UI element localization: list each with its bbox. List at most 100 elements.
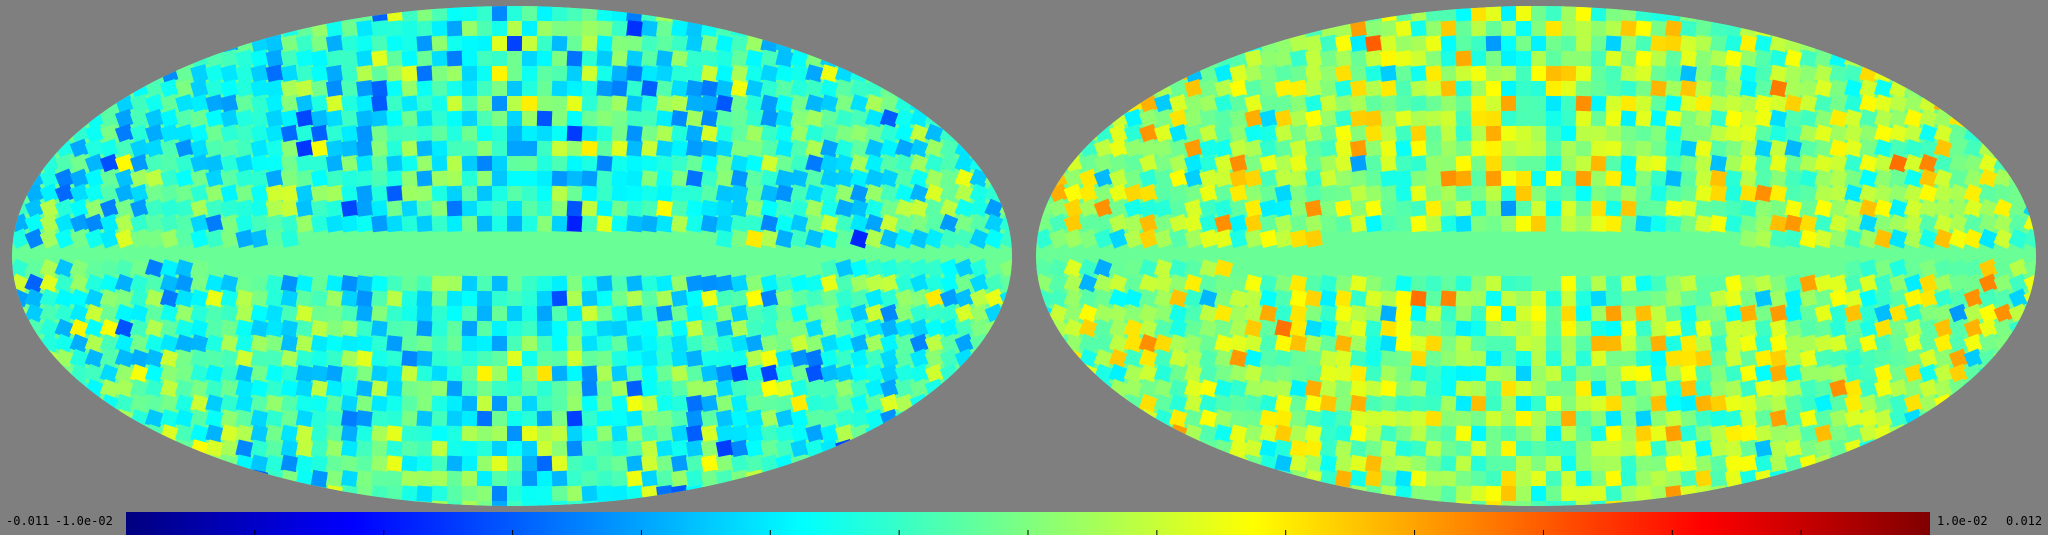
- map-pixel: [1680, 335, 1698, 353]
- map-pixel: [446, 200, 463, 217]
- map-pixel: [879, 318, 900, 339]
- map-pixel: [250, 424, 269, 444]
- map-pixel: [1319, 64, 1338, 83]
- map-pixel: [1650, 470, 1668, 488]
- map-pixel: [1500, 395, 1517, 412]
- map-pixel: [1605, 185, 1622, 203]
- map-pixel: [656, 50, 674, 68]
- map-pixel: [894, 183, 915, 204]
- map-pixel: [114, 198, 135, 219]
- map-pixel: [491, 290, 508, 307]
- map-pixel: [1168, 379, 1189, 399]
- map-pixel: [476, 50, 493, 67]
- map-pixel: [1650, 455, 1668, 473]
- map-pixel: [1844, 184, 1864, 204]
- map-pixel: [1754, 469, 1773, 488]
- map-pixel: [685, 139, 704, 158]
- map-pixel: [1694, 349, 1713, 368]
- map-pixel: [1530, 290, 1547, 307]
- map-pixel: [1769, 79, 1788, 98]
- map-pixel: [969, 303, 991, 324]
- map-pixel: [1918, 108, 1939, 129]
- map-pixel: [865, 258, 885, 279]
- map-pixel: [1380, 380, 1398, 398]
- map-pixel: [730, 34, 749, 53]
- map-pixel: [1739, 154, 1758, 173]
- map-pixel: [566, 185, 583, 202]
- map-pixel: [1754, 139, 1773, 158]
- map-pixel: [1530, 20, 1547, 37]
- map-pixel: [1739, 64, 1758, 83]
- map-pixel: [401, 6, 419, 23]
- map-pixel: [1184, 183, 1204, 204]
- map-pixel: [611, 125, 629, 143]
- map-pixel: [280, 139, 299, 158]
- map-pixel: [1635, 140, 1653, 158]
- map-pixel: [1889, 273, 1909, 294]
- map-pixel: [1605, 410, 1623, 427]
- map-pixel: [954, 198, 975, 219]
- map-pixel: [1183, 289, 1204, 309]
- map-pixel: [341, 34, 359, 53]
- map-pixel: [1063, 213, 1084, 234]
- map-pixel: [99, 288, 120, 309]
- map-pixel: [1545, 380, 1562, 397]
- map-pixel: [1784, 139, 1803, 159]
- map-pixel: [641, 410, 659, 428]
- map-pixel: [700, 319, 719, 338]
- map-pixel: [656, 395, 674, 413]
- map-pixel: [775, 124, 795, 144]
- map-pixel: [446, 65, 463, 82]
- map-pixel: [760, 49, 779, 69]
- map-pixel: [790, 439, 810, 459]
- map-pixel: [265, 454, 284, 473]
- map-pixel: [715, 139, 734, 158]
- map-pixel: [1605, 35, 1622, 53]
- map-pixel: [1650, 395, 1668, 413]
- map-pixel: [1410, 65, 1428, 83]
- map-pixel: [536, 110, 553, 127]
- map-pixel: [1229, 319, 1249, 339]
- map-pixel: [1410, 50, 1428, 68]
- map-pixel: [1440, 290, 1458, 308]
- map-pixel: [1183, 379, 1204, 399]
- map-pixel: [1334, 349, 1353, 368]
- map-pixel: [99, 183, 120, 204]
- map-pixel: [1229, 394, 1249, 414]
- map-pixel: [220, 319, 240, 339]
- map-pixel: [1665, 305, 1683, 323]
- map-pixel: [1590, 470, 1607, 487]
- map-pixel: [685, 469, 704, 488]
- map-pixel: [1545, 320, 1562, 337]
- map-pixel: [129, 333, 150, 354]
- map-pixel: [894, 138, 915, 159]
- map-pixel: [581, 335, 599, 352]
- map-pixel: [1844, 154, 1864, 174]
- map-pixel: [416, 425, 434, 443]
- map-pixel: [1214, 289, 1234, 309]
- map-pixel: [820, 319, 840, 339]
- map-pixel: [1485, 320, 1502, 337]
- map-pixel: [1470, 215, 1487, 232]
- map-pixel: [491, 485, 508, 502]
- map-pixel: [924, 258, 945, 279]
- map-pixel: [1334, 424, 1353, 443]
- map-pixel: [476, 155, 493, 172]
- map-pixel: [114, 213, 135, 234]
- map-pixel: [670, 349, 689, 368]
- map-pixel: [1918, 153, 1939, 174]
- map-pixel: [1093, 303, 1114, 324]
- map-pixel: [1410, 110, 1428, 128]
- map-pixel: [491, 50, 508, 67]
- map-pixel: [491, 170, 508, 187]
- map-pixel: [1888, 169, 1909, 189]
- map-pixel: [1470, 500, 1487, 506]
- map-pixel: [745, 154, 764, 173]
- map-pixel: [656, 125, 674, 143]
- map-pixel: [1665, 50, 1683, 68]
- map-pixel: [431, 365, 448, 382]
- map-pixel: [431, 500, 448, 506]
- map-pixel: [865, 273, 885, 294]
- map-pixel: [1485, 50, 1502, 67]
- map-pixel: [1739, 349, 1758, 368]
